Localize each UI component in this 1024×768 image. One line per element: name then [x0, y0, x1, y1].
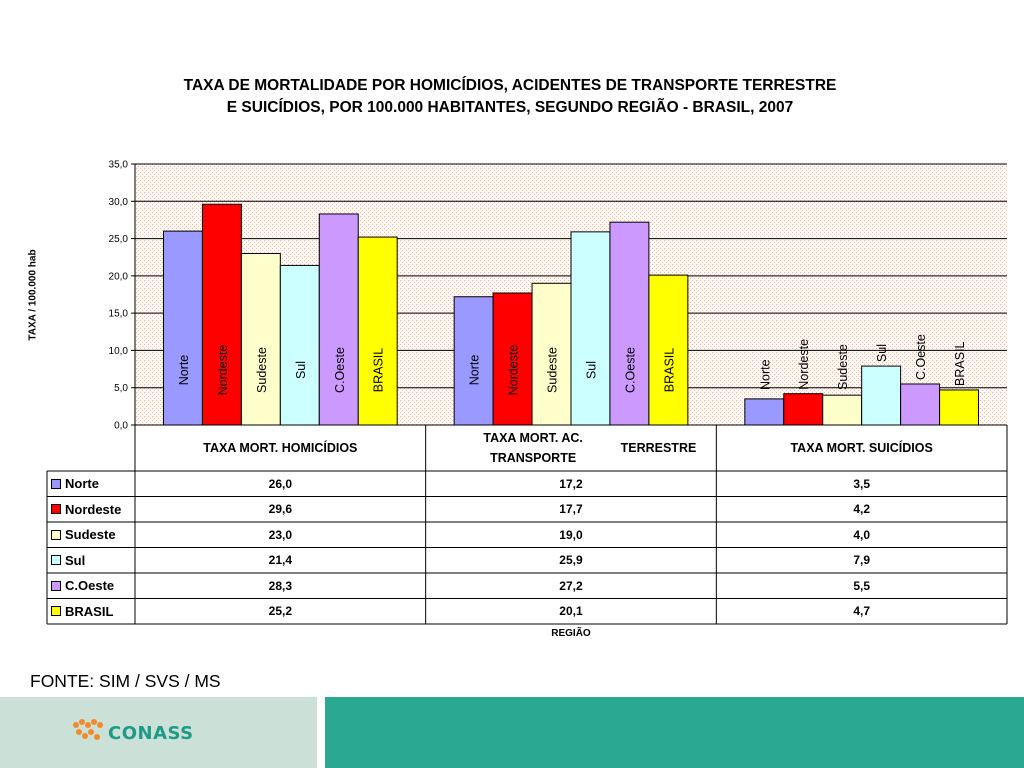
- table-header-text-line-2: TERRESTRE: [620, 441, 697, 455]
- bar-series-label: Nordeste: [216, 345, 230, 396]
- y-tick-label: 30,0: [109, 197, 129, 208]
- legend-label: Nordeste: [65, 501, 122, 517]
- legend-label: Sul: [65, 552, 86, 568]
- table-value-cell: 26,0: [268, 476, 292, 491]
- legend-swatch: [51, 606, 61, 617]
- bar-brasil-1: [648, 274, 689, 426]
- bar-sudeste-0: [240, 252, 281, 426]
- x-axis-title: REGIÃO: [551, 628, 591, 639]
- table-value-cell: 20,1: [559, 604, 583, 619]
- bar-series-label: C.Oeste: [914, 334, 928, 380]
- bar-series-label: Sul: [875, 344, 889, 362]
- legend-label: BRASIL: [65, 603, 114, 619]
- legend-swatch: [51, 555, 61, 566]
- table-row-label: C.Oeste: [47, 573, 135, 599]
- legend-label: Sudeste: [65, 527, 116, 543]
- bar-series-label: Sul: [294, 361, 308, 379]
- legend-swatch: [51, 580, 61, 591]
- table-header-cell: TAXA MORT. AC. TRANSPORTE TERRESTRE: [426, 425, 717, 471]
- bar-series-label: Norte: [468, 355, 482, 386]
- bar-coeste-1: [609, 221, 650, 426]
- bar-chart: Norte Nordeste Sudeste Sul C.Oeste BRASIL Nort…: [46, 160, 1008, 625]
- y-tick-label: 15,0: [109, 309, 129, 320]
- bar-norte-1: [453, 296, 494, 426]
- bar-sul-0: [279, 264, 320, 426]
- table-value-cell: 28,3: [268, 578, 292, 593]
- bar-series-label: BRASIL: [662, 348, 676, 393]
- bar-series-label: BRASIL: [953, 341, 967, 386]
- bar-series-label: C.Oeste: [333, 347, 347, 393]
- bar-series-label: Nordeste: [797, 339, 811, 390]
- bar-sudeste-1: [531, 282, 572, 426]
- bar-series-label: Norte: [177, 355, 191, 386]
- table-value-cell: 25,2: [268, 604, 292, 619]
- legend-swatch: [51, 478, 61, 489]
- table-row-label: BRASIL: [47, 599, 135, 625]
- legend-label: C.Oeste: [65, 578, 115, 594]
- table-header-cell: TAXA MORT. HOMICÍDIOS: [135, 425, 426, 471]
- footer-left-panel: [0, 697, 317, 768]
- table-header-cell: TAXA MORT. SUICÍDIOS: [716, 425, 1007, 471]
- bar-norte-0: [162, 230, 203, 426]
- table-value-cell: 23,0: [268, 527, 292, 542]
- chart-title: TAXA DE MORTALIDADE POR HOMICÍDIOS, ACID…: [60, 75, 960, 119]
- table-value-cell: 4,2: [853, 502, 870, 517]
- conass-logo-mark-icon: [73, 719, 103, 740]
- table-value-cell: 27,2: [559, 578, 583, 593]
- legend-label: Norte: [65, 476, 99, 492]
- bar-series-label: Sudeste: [255, 347, 269, 393]
- bar-series-label: Nordeste: [507, 345, 521, 396]
- table-grid: [46, 424, 1008, 625]
- bar-sul-2: [861, 365, 902, 426]
- table-header-text: TAXA MORT. AC. TRANSPORTE: [483, 431, 583, 465]
- table-value-cell: 5,5: [853, 578, 870, 593]
- bar-nordeste-2: [783, 393, 824, 426]
- bar-series-label: Sul: [584, 361, 598, 379]
- bar-coeste-2: [900, 383, 941, 426]
- table-value-cell: 4,7: [853, 604, 870, 619]
- bar-brasil-2: [939, 389, 980, 426]
- bar-series-label: BRASIL: [372, 348, 386, 393]
- chart-title-line-1: TAXA DE MORTALIDADE POR HOMICÍDIOS, ACID…: [183, 77, 837, 94]
- bar-series-label: C.Oeste: [623, 347, 637, 393]
- source-note: FONTE: SIM / SVS / MS: [30, 671, 221, 691]
- bar-series-label: Norte: [758, 359, 772, 390]
- y-tick-label: 5,0: [114, 383, 128, 394]
- bar-nordeste-1: [492, 292, 533, 426]
- legend-swatch: [51, 529, 61, 540]
- table-value-cell: 21,4: [268, 553, 292, 568]
- table-row-label: Nordeste: [47, 497, 135, 523]
- bar-series-label: Sudeste: [836, 344, 850, 390]
- legend-swatch: [51, 504, 61, 515]
- y-tick-label: 20,0: [109, 271, 129, 282]
- footer-right-panel: [325, 697, 1024, 768]
- table-value-cell: 17,2: [559, 476, 583, 491]
- bar-brasil-0: [357, 236, 398, 426]
- y-tick-label: 10,0: [109, 346, 129, 357]
- bar-coeste-0: [318, 213, 359, 426]
- table-header-text: TAXA MORT. HOMICÍDIOS: [203, 441, 358, 455]
- table-value-cell: 7,9: [853, 553, 870, 568]
- bar-sul-1: [570, 231, 611, 426]
- table-value-cell: 4,0: [853, 527, 870, 542]
- table-row-label: Norte: [47, 471, 135, 497]
- table-value-cell: 17,7: [559, 502, 583, 517]
- table-value-cell: 3,5: [853, 476, 870, 491]
- bar-series-label: Sudeste: [546, 347, 560, 393]
- y-tick-label: 25,0: [109, 234, 129, 245]
- table-row-label: Sudeste: [47, 522, 135, 548]
- bar-norte-2: [744, 398, 785, 426]
- y-tick-label: 35,0: [109, 160, 129, 171]
- conass-logo: CONASS: [70, 716, 194, 744]
- y-tick-label: 0,0: [114, 421, 128, 432]
- chart-title-line-2: E SUICÍDIOS, POR 100.000 HABITANTES, SEG…: [226, 99, 794, 116]
- conass-logo-text: CONASS: [108, 723, 194, 744]
- bar-sudeste-2: [822, 394, 863, 426]
- table-row-label: Sul: [47, 548, 135, 574]
- table-value-cell: 25,9: [559, 553, 583, 568]
- table-value-cell: 29,6: [268, 502, 292, 517]
- table-value-cell: 19,0: [559, 527, 583, 542]
- table-header-text: TAXA MORT. SUICÍDIOS: [790, 441, 933, 455]
